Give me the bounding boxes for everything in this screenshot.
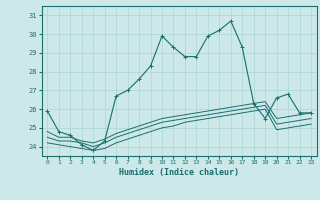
X-axis label: Humidex (Indice chaleur): Humidex (Indice chaleur) — [119, 168, 239, 177]
